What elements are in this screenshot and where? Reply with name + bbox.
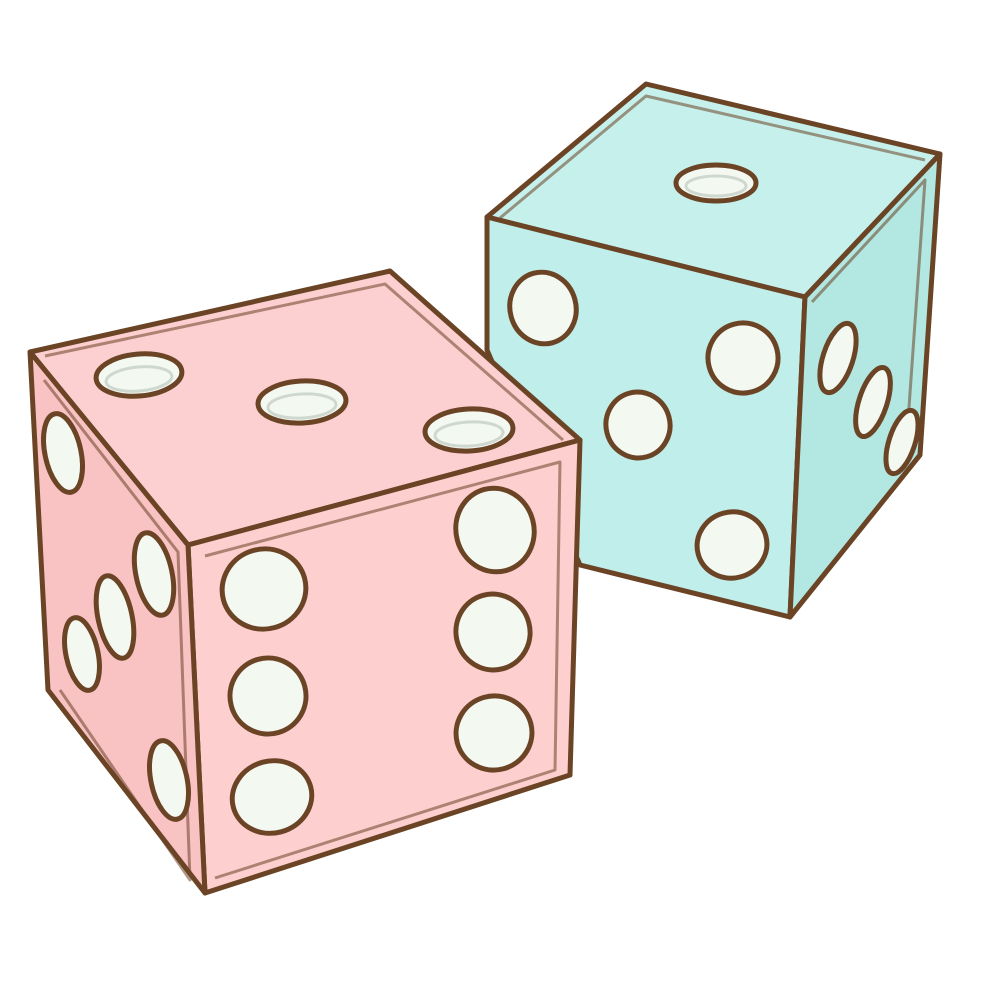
teal-die-side-pips [817, 320, 921, 477]
pip [219, 546, 309, 632]
pip [131, 530, 177, 618]
pip-highlight [433, 420, 505, 448]
pip [817, 320, 859, 396]
pink-die-bevel-front [204, 460, 562, 880]
pip [453, 485, 537, 575]
teal-die-top-pips [673, 162, 759, 204]
pip [694, 509, 770, 581]
pip [453, 693, 535, 773]
pip [93, 573, 137, 661]
pink-die-front-pips [219, 485, 537, 836]
pip [705, 320, 781, 396]
pip-highlight [684, 174, 748, 198]
pink-die-bevel-side [42, 379, 192, 882]
pip [853, 364, 893, 440]
pip-highlight [104, 365, 174, 393]
pip [227, 655, 309, 737]
pip [62, 615, 102, 693]
pink-die-bevel-top [44, 282, 564, 442]
teal-die-bevel-top [499, 94, 926, 220]
pip-highlight [266, 392, 338, 420]
teal-die-bevel-side [810, 178, 927, 451]
pink-die [27, 268, 583, 896]
pip [41, 411, 85, 495]
pip [422, 406, 516, 454]
pip [255, 378, 349, 426]
pink-die-top-pips [93, 351, 516, 454]
pip [453, 591, 533, 673]
pip [883, 407, 921, 477]
teal-die-front-pips [507, 269, 781, 581]
pip [507, 269, 579, 347]
pip [147, 738, 191, 822]
pip [603, 389, 673, 461]
teal-die [484, 81, 943, 620]
pip [229, 758, 315, 836]
pink-die-side-pips [41, 411, 191, 822]
